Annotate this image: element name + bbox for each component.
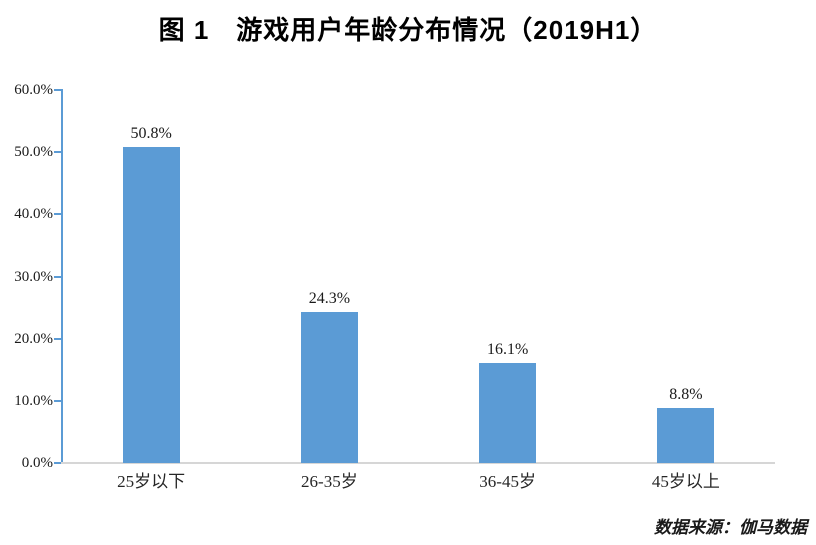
- y-axis-tick-label: 40.0%: [14, 206, 53, 223]
- category-label: 45岁以上: [651, 472, 720, 491]
- y-axis-tick: [54, 275, 61, 278]
- bar: [657, 408, 715, 463]
- plot-area: 0.0% 10.0% 20.0% 30.0% 40.0% 50.0% 60.0% 50.8% 2…: [14, 82, 775, 491]
- bar-value-label: 8.8%: [669, 386, 703, 404]
- y-axis-tick-label: 60.0%: [14, 82, 53, 98]
- bar-value-label: 24.3%: [308, 289, 351, 307]
- bar: [300, 311, 358, 463]
- y-axis-tick-label: 0.0%: [21, 455, 53, 471]
- bar: [479, 362, 537, 463]
- bar: [122, 147, 180, 463]
- y-axis-tick-label: 50.0%: [14, 144, 53, 161]
- category-label: 25岁以下: [117, 472, 186, 491]
- y-axis-tick-label: 30.0%: [14, 268, 53, 285]
- bar-value-label: 16.1%: [486, 340, 529, 358]
- y-axis-tick: [54, 213, 61, 216]
- source-note: 数据来源：伽马数据: [654, 518, 807, 537]
- y-axis-tick: [54, 399, 61, 402]
- y-axis-tick: [54, 462, 61, 464]
- y-axis-tick: [54, 151, 61, 154]
- category-label: 26-35岁: [301, 472, 358, 491]
- y-axis-tick: [54, 89, 61, 91]
- y-axis-tick-label: 20.0%: [14, 330, 53, 347]
- y-axis-tick-label: 10.0%: [14, 392, 53, 409]
- y-axis-tick: [54, 337, 61, 340]
- x-axis-line: [61, 462, 775, 464]
- bar-value-label: 50.8%: [130, 125, 172, 143]
- category-label: 36-45岁: [479, 472, 536, 491]
- chart-title: 图 1 游戏用户年龄分布情况（2019H1）: [158, 15, 658, 45]
- y-axis-line: [61, 89, 63, 464]
